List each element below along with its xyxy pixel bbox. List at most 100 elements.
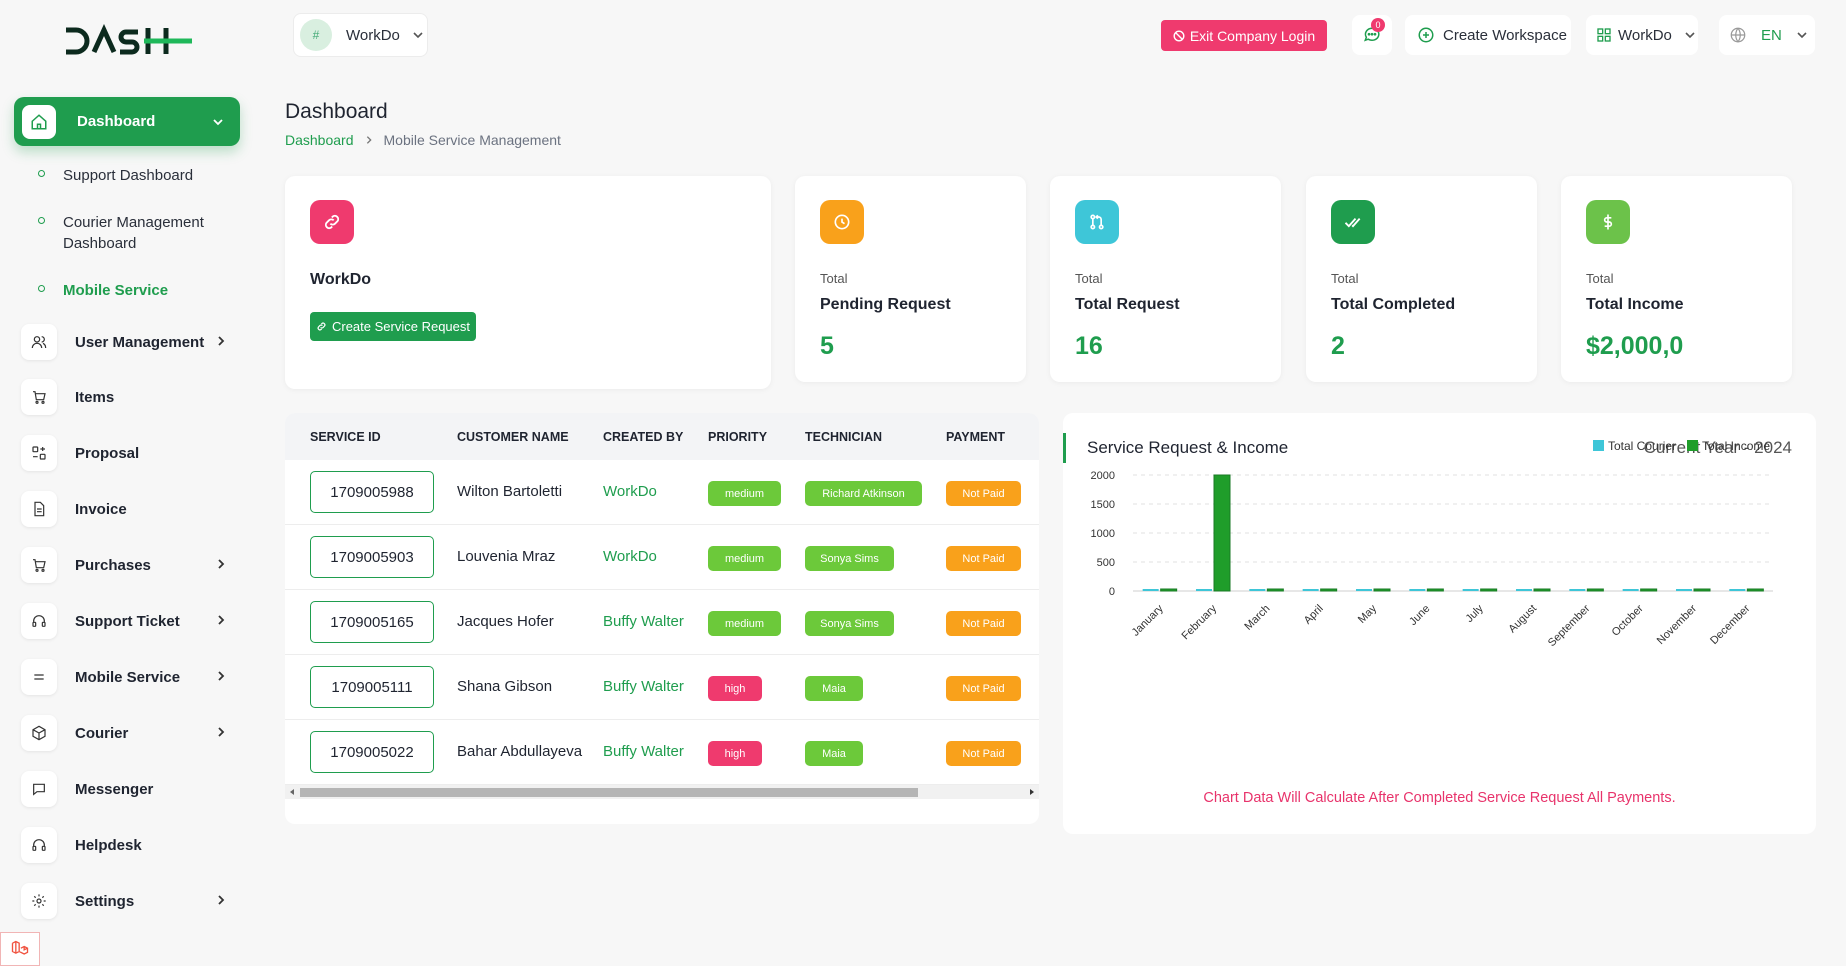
sidebar-item-purchases[interactable]: Purchases xyxy=(21,545,241,585)
sidebar-item-proposal[interactable]: Proposal xyxy=(21,433,241,473)
sidebar-subitem-support-dashboard[interactable]: Support Dashboard xyxy=(38,165,193,186)
sidebar-item-dashboard[interactable]: Dashboard xyxy=(14,97,240,146)
table-header: SERVICE ID CUSTOMER NAME CREATED BY PRIO… xyxy=(285,413,1039,460)
sidebar-item-support-ticket[interactable]: Support Ticket xyxy=(21,601,241,641)
stat-card-total-income: Total Total Income $2,000,0 xyxy=(1561,176,1792,382)
sidebar-item-settings[interactable]: Settings xyxy=(21,881,241,921)
y-tick-label: 0 xyxy=(1109,586,1115,598)
column-header-created-by[interactable]: CREATED BY xyxy=(603,430,684,444)
horizontal-scrollbar[interactable] xyxy=(285,785,1039,799)
x-tick-label: December xyxy=(1708,602,1753,647)
x-tick-label: February xyxy=(1180,602,1220,642)
sidebar-subitem-courier-dashboard[interactable]: Courier Management Dashboard xyxy=(38,212,238,254)
create-service-request-button[interactable]: Create Service Request xyxy=(310,312,476,341)
exit-company-login-button[interactable]: Exit Company Login xyxy=(1161,20,1327,51)
chart-bar xyxy=(1196,589,1212,591)
chart-bar xyxy=(1142,589,1159,591)
sidebar-item-label: Messenger xyxy=(75,780,154,798)
sidebar-item-messenger[interactable]: Messenger xyxy=(21,769,241,809)
technician-badge: Sonya Sims xyxy=(805,611,894,636)
chart-bar xyxy=(1462,589,1479,591)
language-label: EN xyxy=(1761,26,1782,44)
laravel-icon[interactable] xyxy=(0,932,40,966)
chevron-down-icon xyxy=(1797,32,1807,39)
home-icon xyxy=(22,104,56,139)
service-id-button[interactable]: 1709005165 xyxy=(310,601,434,643)
legend-swatch xyxy=(1687,440,1698,451)
message-count-badge: 0 xyxy=(1371,18,1385,32)
payment-status-badge: Not Paid xyxy=(946,676,1021,701)
technician-badge: Maia xyxy=(805,741,863,766)
bullet-icon xyxy=(38,217,45,224)
sidebar-item-label: Mobile Service xyxy=(75,668,181,686)
created-by-link[interactable]: WorkDo xyxy=(603,548,657,565)
chart-bar xyxy=(1409,589,1426,591)
dash-logo[interactable] xyxy=(64,24,192,58)
column-header-payment[interactable]: PAYMENT xyxy=(946,430,1006,444)
chart-bar xyxy=(1586,588,1604,592)
workspace-switcher[interactable]: WorkDo xyxy=(1586,15,1698,55)
clock-icon xyxy=(820,200,864,244)
service-id-button[interactable]: 1709005903 xyxy=(310,536,434,578)
users-icon xyxy=(21,324,57,360)
sidebar-item-invoice[interactable]: Invoice xyxy=(21,489,241,529)
legend-label: Total Courier xyxy=(1608,439,1676,453)
x-tick-label: June xyxy=(1407,603,1432,628)
chart-bar xyxy=(1373,588,1391,592)
invoice-icon xyxy=(21,491,57,527)
sidebar-item-user-management[interactable]: User Management xyxy=(21,322,241,362)
stat-caption: Total xyxy=(820,271,848,286)
sidebar-item-courier[interactable]: Courier xyxy=(21,713,241,753)
sidebar-item-items[interactable]: Items xyxy=(21,377,241,417)
chevron-right-icon xyxy=(218,895,225,905)
stat-card-total-completed: Total Total Completed 2 xyxy=(1306,176,1537,382)
service-id-button[interactable]: 1709005988 xyxy=(310,471,434,513)
table-row: 1709005165 Jacques Hofer Buffy Walter me… xyxy=(285,590,1039,655)
column-header-customer-name[interactable]: CUSTOMER NAME xyxy=(457,430,569,444)
service-id-button[interactable]: 1709005111 xyxy=(310,666,434,708)
workspace-selector[interactable]: # WorkDo xyxy=(293,13,428,57)
sidebar-item-label: Settings xyxy=(75,892,135,910)
chart-bar xyxy=(1533,588,1551,592)
y-tick-label: 500 xyxy=(1097,557,1115,569)
scroll-left-icon[interactable] xyxy=(288,788,296,796)
create-workspace-label: Create Workspace xyxy=(1443,26,1567,44)
created-by-link[interactable]: Buffy Walter xyxy=(603,613,684,630)
customer-name: Louvenia Mraz xyxy=(457,548,556,565)
payment-status-badge: Not Paid xyxy=(946,481,1021,506)
breadcrumb-dashboard-link[interactable]: Dashboard xyxy=(285,132,354,148)
chart-bar xyxy=(1516,589,1532,591)
scrollbar-thumb[interactable] xyxy=(300,788,918,797)
chevron-right-icon xyxy=(218,671,225,681)
x-tick-label: November xyxy=(1655,602,1700,647)
sidebar-item-mobile-service[interactable]: Mobile Service xyxy=(21,657,241,697)
created-by-link[interactable]: WorkDo xyxy=(603,483,657,500)
dollar-icon xyxy=(1586,200,1630,244)
column-header-priority[interactable]: PRIORITY xyxy=(708,430,768,444)
scroll-right-icon[interactable] xyxy=(1028,788,1036,796)
stat-label: Total Income xyxy=(1586,296,1684,313)
service-request-income-card: Service Request & Income Current Year - … xyxy=(1063,413,1816,834)
chart-bar xyxy=(1746,588,1764,592)
messages-button[interactable]: 0 xyxy=(1352,15,1392,55)
created-by-link[interactable]: Buffy Walter xyxy=(603,678,684,695)
chart-year-label: Current Year - 2024 xyxy=(1643,438,1792,457)
sidebar-item-helpdesk[interactable]: Helpdesk xyxy=(21,825,241,865)
chart-bar xyxy=(1302,589,1319,591)
create-workspace-button[interactable]: Create Workspace xyxy=(1405,15,1571,55)
created-by-link[interactable]: Buffy Walter xyxy=(603,743,684,760)
legend-label: Total Income xyxy=(1702,439,1770,453)
priority-badge: high xyxy=(708,741,762,766)
chevron-down-icon xyxy=(1685,32,1695,39)
proposal-icon xyxy=(21,435,57,471)
language-selector[interactable]: EN xyxy=(1719,15,1815,55)
stat-value: $2,000,0 xyxy=(1586,332,1684,360)
chevron-right-icon xyxy=(218,615,225,625)
sidebar-subitem-label: Courier Management Dashboard xyxy=(63,214,204,252)
chevron-right-icon xyxy=(218,336,225,346)
column-header-service-id[interactable]: SERVICE ID xyxy=(310,430,381,444)
link-icon xyxy=(317,322,326,331)
column-header-technician[interactable]: TECHNICIAN xyxy=(805,430,883,444)
service-id-button[interactable]: 1709005022 xyxy=(310,731,434,773)
sidebar-subitem-mobile-service[interactable]: Mobile Service xyxy=(38,280,168,301)
